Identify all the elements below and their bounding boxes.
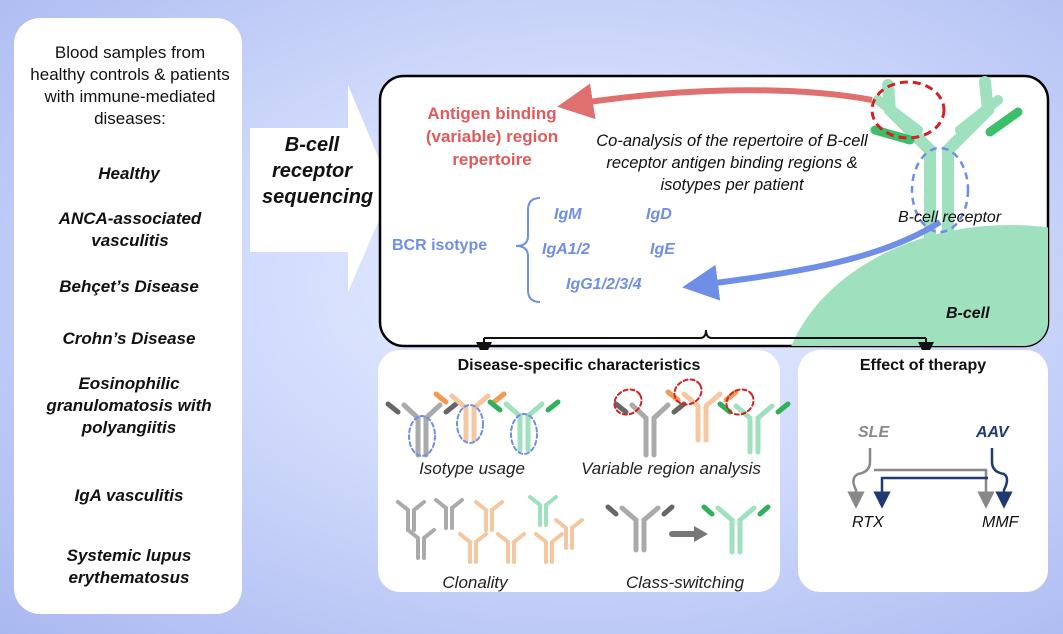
isotype-usage-icons <box>385 391 561 458</box>
drug-mmf: MMF <box>982 514 1019 531</box>
isotype-ige: IgE <box>650 241 675 258</box>
caption-isotype-usage: Isotype usage <box>419 459 525 478</box>
left-intro: Blood samples from healthy controls & pa… <box>30 43 230 128</box>
receptor-label: B-cell receptor <box>898 209 1002 226</box>
constant-region-highlight <box>910 146 970 234</box>
isotype-igm: IgM <box>554 206 582 223</box>
group-sle: Systemic lupus erythematosus <box>66 546 192 587</box>
caption-clonality: Clonality <box>442 573 508 592</box>
therapy-title: Effect of therapy <box>859 357 987 374</box>
drug-sle: SLE <box>858 424 890 441</box>
variable-region-icons <box>613 378 791 458</box>
drug-rtx: RTX <box>852 514 884 531</box>
bcell-shape <box>780 225 1048 346</box>
split-brace <box>484 329 926 339</box>
left-panel <box>14 18 242 614</box>
bcell-label: B-cell <box>946 305 990 322</box>
group-behcet: Behçet’s Disease <box>59 277 199 296</box>
group-healthy: Healthy <box>98 164 160 183</box>
sequencing-arrow <box>250 85 392 292</box>
isotype-brace <box>515 197 541 303</box>
isotype-igd: IgD <box>646 206 672 223</box>
sequencing-label: B-cell receptor sequencing <box>262 134 374 208</box>
group-crohn: Crohn’s Disease <box>62 329 196 348</box>
class-switching-icons <box>605 504 771 555</box>
variable-region-highlight <box>870 80 946 140</box>
drug-aav: AAV <box>976 424 1009 441</box>
disease-title: Disease-specific characteristics <box>457 357 701 374</box>
isotype-iga: IgA1/2 <box>542 241 591 258</box>
group-aav: ANCA-associated vasculitis <box>58 209 202 250</box>
caption-variable-region: Variable region analysis <box>581 459 761 478</box>
antigen-label: Antigen binding (variable) region repert… <box>425 104 559 169</box>
isotype-arrow <box>682 219 942 301</box>
caption-class-switching: Class-switching <box>625 573 745 592</box>
isotype-label: BCR isotype <box>392 237 488 254</box>
clonality-icons <box>396 495 584 564</box>
therapy-diagram <box>847 448 1013 509</box>
coanalysis-text: Co-analysis of the repertoire of B-cell … <box>596 132 868 194</box>
antigen-arrow <box>557 83 873 120</box>
group-igav: IgA vasculitis <box>74 486 184 505</box>
group-egpa: Eosinophilic granulomatosis with polyang… <box>46 374 212 437</box>
isotype-igg: IgG1/2/3/4 <box>566 276 642 293</box>
